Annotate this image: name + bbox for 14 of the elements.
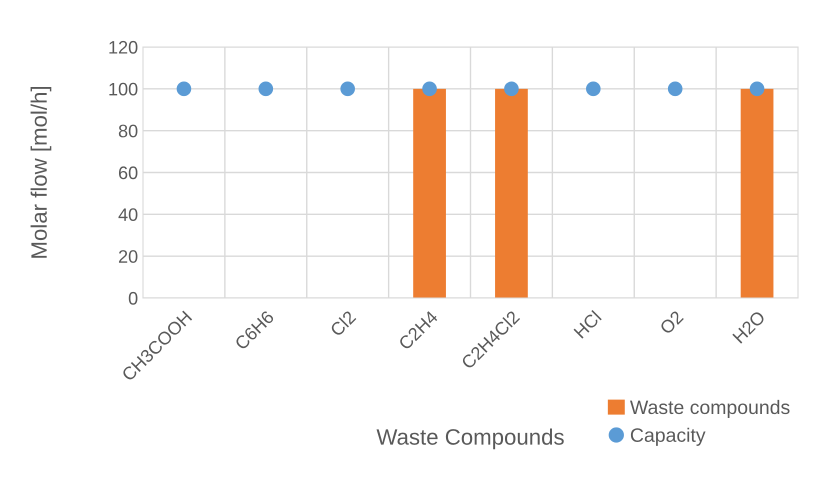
x-tick-label: O2 <box>659 310 684 335</box>
x-tick-label: Cl2 <box>329 310 356 337</box>
y-tick-label: 0 <box>128 292 138 305</box>
y-axis-title: Molar flow [mol/h] <box>30 87 52 258</box>
y-tick-label: 100 <box>109 82 138 96</box>
y-tick-label: 20 <box>118 250 138 263</box>
legend-label: Waste compounds <box>630 400 790 418</box>
y-tick-label: 60 <box>118 166 138 180</box>
legend-label: Capacity <box>630 428 706 446</box>
y-tick-label: 120 <box>109 40 138 54</box>
x-tick-label: HCl <box>573 310 602 339</box>
y-tick-label: 40 <box>118 208 138 222</box>
x-axis-title: Waste Compounds <box>376 428 564 450</box>
y-tick-label: 80 <box>118 124 138 138</box>
